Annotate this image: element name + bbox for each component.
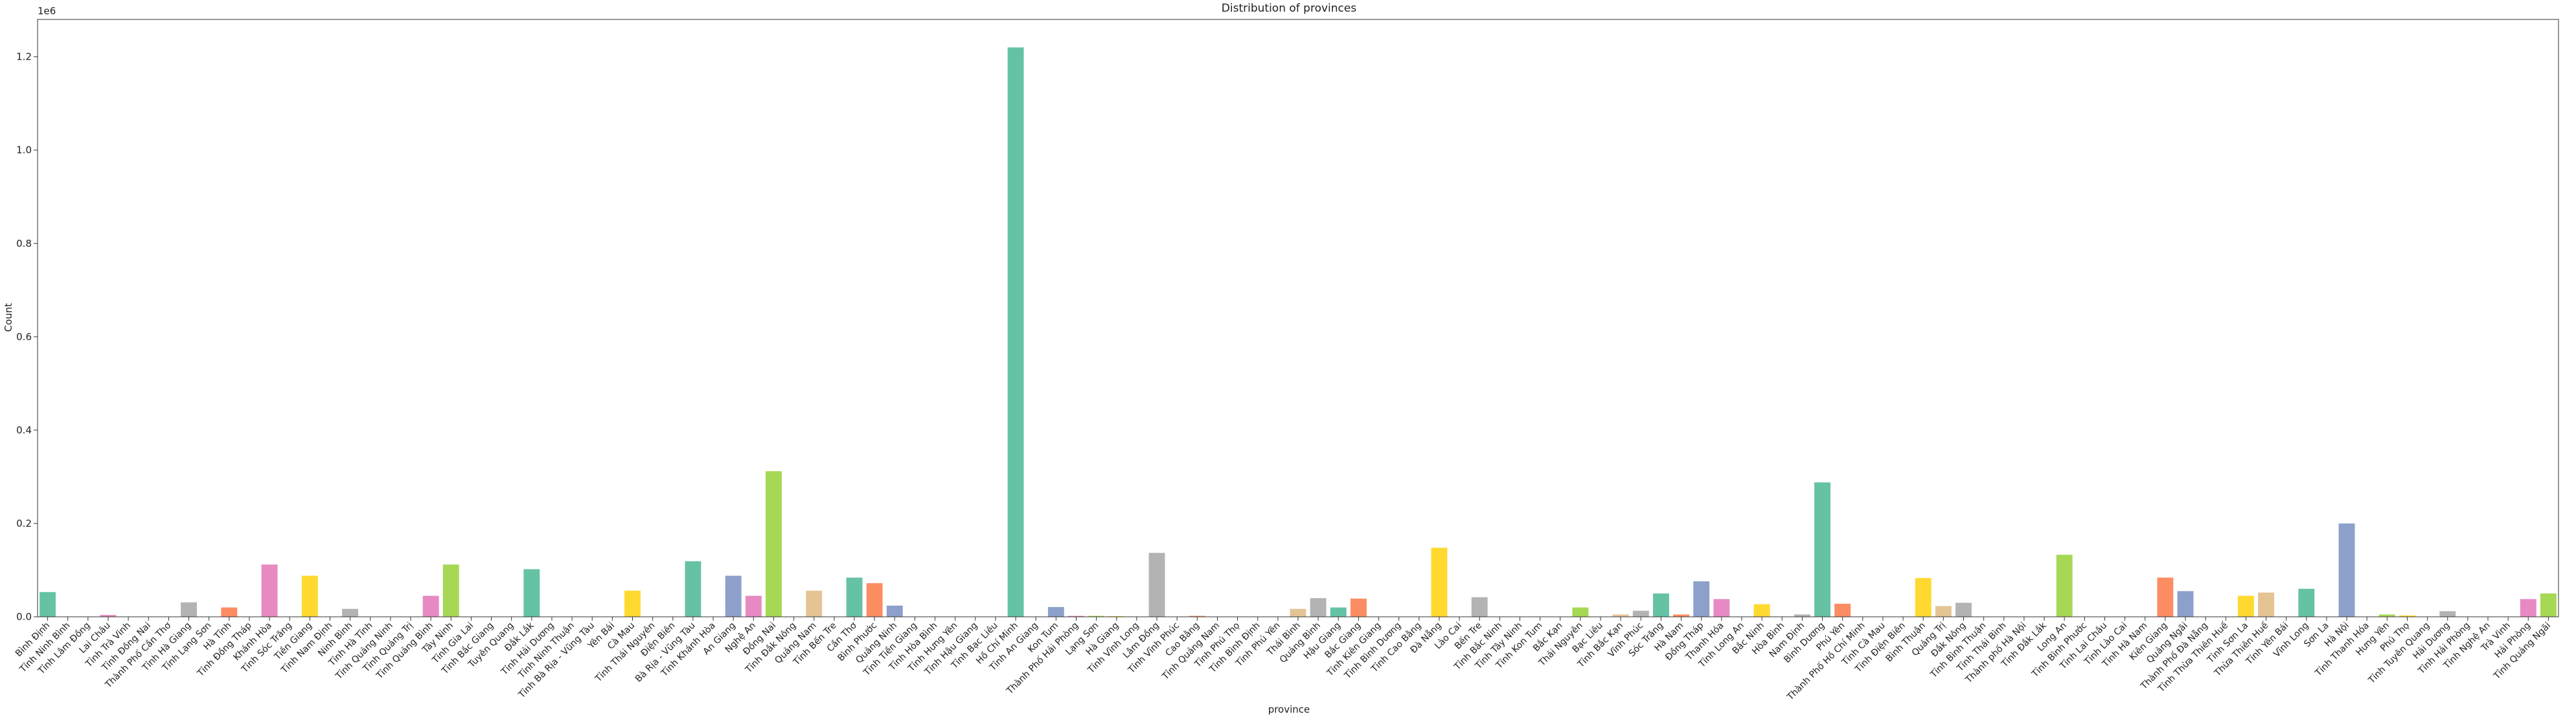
bar — [1834, 603, 1851, 617]
bar — [1148, 553, 1165, 617]
bar — [1652, 593, 1669, 617]
bar — [2540, 593, 2557, 617]
bar — [1047, 606, 1064, 617]
x-axis-label: province — [1268, 704, 1310, 715]
y-axis-label: Count — [3, 303, 14, 332]
bar — [1713, 599, 1730, 617]
bar — [745, 595, 762, 617]
bar — [1007, 47, 1024, 617]
bar — [866, 583, 883, 617]
bar — [342, 608, 359, 617]
bar — [1814, 482, 1830, 617]
bar — [2298, 588, 2315, 617]
bar — [806, 590, 823, 617]
bar — [1431, 547, 1448, 617]
bar — [1693, 581, 1710, 617]
bar — [1753, 604, 1770, 617]
bar — [261, 564, 278, 617]
bar — [100, 615, 117, 617]
bar — [1572, 607, 1589, 617]
bar — [2520, 599, 2536, 617]
bar — [40, 592, 56, 617]
bar — [1068, 616, 1084, 617]
bar — [1088, 616, 1105, 617]
bar — [181, 602, 197, 617]
bar — [1794, 614, 1810, 617]
bar — [2056, 555, 2073, 617]
bar — [442, 564, 459, 617]
bar — [766, 471, 782, 617]
bar — [1471, 597, 1488, 617]
bar — [1915, 578, 1932, 617]
bar — [846, 577, 863, 617]
bar — [1290, 608, 1306, 617]
bar — [1350, 598, 1367, 617]
bar — [886, 605, 903, 617]
bar — [422, 595, 439, 617]
bar — [221, 607, 238, 617]
bar — [624, 590, 641, 617]
bar — [2378, 614, 2395, 617]
bar — [725, 575, 742, 617]
y-tick-label: 0.0 — [16, 611, 32, 623]
bar — [523, 569, 540, 617]
bar — [2338, 523, 2355, 617]
y-offset-label: 1e6 — [38, 5, 56, 17]
bar — [1955, 603, 1972, 617]
bar — [1632, 610, 1649, 617]
y-tick-label: 0.6 — [16, 331, 32, 343]
bar — [1310, 598, 1327, 617]
bar — [2157, 577, 2174, 617]
chart-title: Distribution of provinces — [1222, 2, 1357, 15]
y-tick-label: 0.8 — [16, 238, 32, 249]
bar — [1330, 607, 1347, 617]
y-tick-label: 0.2 — [16, 518, 32, 529]
bar — [2258, 592, 2274, 617]
bar — [2237, 595, 2254, 617]
bar — [1108, 616, 1125, 617]
bar — [685, 561, 701, 617]
bar — [1612, 614, 1629, 617]
bar — [301, 575, 318, 617]
bar — [2439, 611, 2456, 617]
plot-frame — [37, 19, 2559, 617]
y-tick-label: 1.2 — [16, 51, 32, 63]
y-tick-label: 0.4 — [16, 424, 32, 436]
y-tick-label: 1.0 — [16, 144, 32, 156]
bar — [2399, 615, 2415, 617]
bar — [1673, 614, 1690, 617]
bar — [1935, 606, 1952, 617]
bar — [1189, 616, 1205, 617]
bar — [2177, 591, 2194, 617]
